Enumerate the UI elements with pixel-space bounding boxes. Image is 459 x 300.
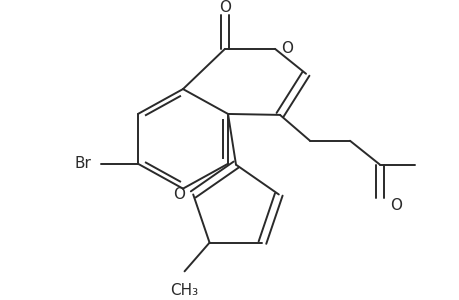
Text: O: O: [389, 198, 401, 213]
Text: O: O: [280, 41, 292, 56]
Text: CH₃: CH₃: [170, 283, 198, 298]
Text: O: O: [218, 0, 230, 15]
Text: Br: Br: [74, 156, 91, 171]
Text: O: O: [173, 187, 185, 202]
